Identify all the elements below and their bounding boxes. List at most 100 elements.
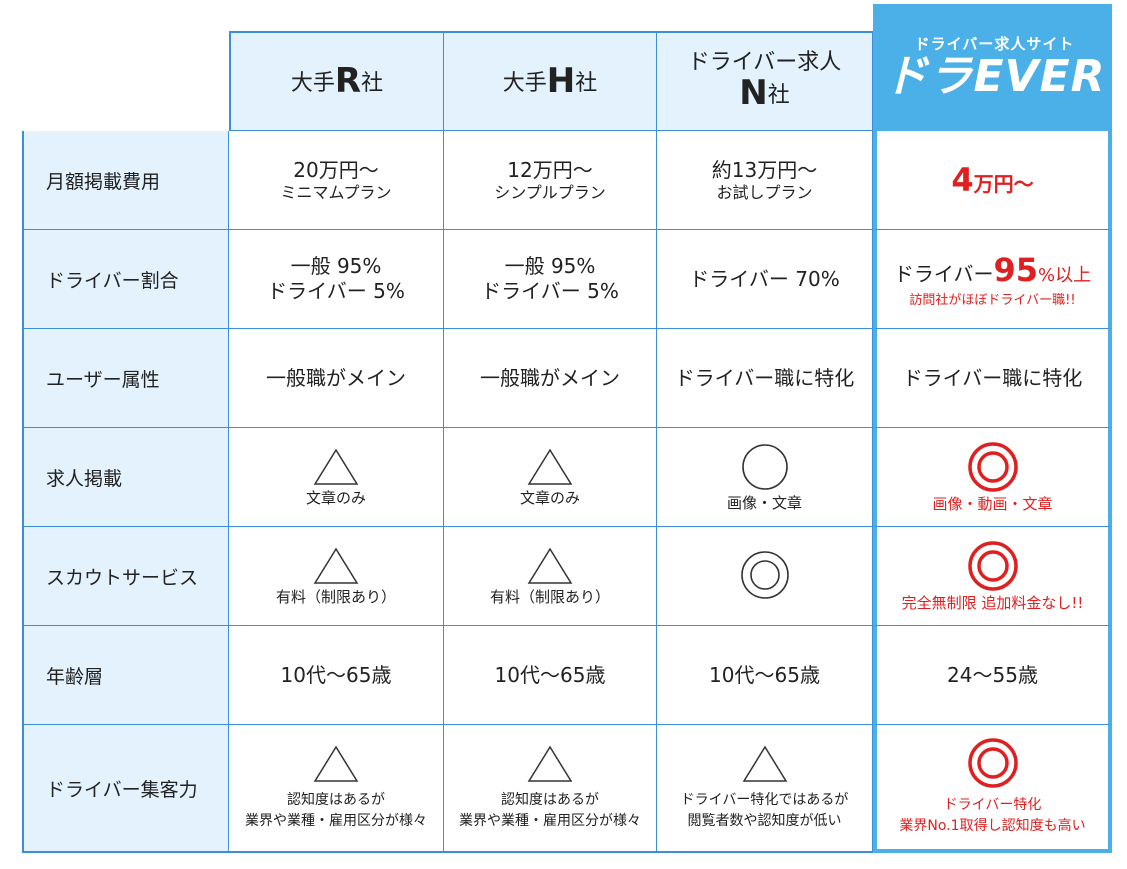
posting-h: 文章のみ (444, 428, 657, 527)
posting-n: 画像・文章 (657, 428, 873, 527)
triangle-icon (312, 447, 360, 487)
ratio-dv-pre: ドライバー (893, 261, 994, 286)
header-h-post: 社 (575, 70, 598, 96)
header-n-post: 社 (767, 82, 790, 108)
double-circle-icon (967, 737, 1019, 789)
age-doraever: 24〜55歳 (873, 626, 1112, 725)
posting-dv-note: 画像・動画・文章 (932, 494, 1053, 513)
double-circle-icon (967, 441, 1019, 493)
triangle-icon (741, 744, 789, 784)
header-doraever: ドライバー求人サイト ドラEVER (873, 4, 1112, 131)
cost-r-sub: ミニマムプラン (280, 182, 392, 202)
ratio-n-line1: ドライバー 70% (689, 266, 840, 291)
posting-doraever: 画像・動画・文章 (873, 428, 1112, 527)
age-n-text: 10代〜65歳 (709, 662, 820, 687)
circle-icon (740, 442, 790, 492)
header-company-h: 大手H社 (444, 31, 657, 131)
header-r-post: 社 (361, 70, 384, 96)
doraever-logo: ドラEVER (883, 51, 1106, 103)
ratio-h: 一般 95% ドライバー 5% (444, 230, 657, 329)
double-circle-icon (967, 540, 1019, 592)
attract-dv-line2: 業界No.1取得し認知度も高い (899, 818, 1086, 834)
cost-r-main: 20万円〜 (293, 157, 379, 182)
comparison-table: 大手R社 大手H社 ドライバー求人 N社 ドライバー求人サイト ドラEVER 月… (22, 4, 1112, 853)
row-label-cost: 月額掲載費用 (22, 131, 229, 230)
age-n: 10代〜65歳 (657, 626, 873, 725)
attract-h-line1: 認知度はあるが (501, 792, 599, 808)
header-h-letter: H (546, 60, 576, 101)
ratio-h-line1: 一般 95% (504, 254, 596, 278)
doraever-tagline: ドライバー求人サイト (914, 35, 1075, 54)
scout-doraever: 完全無制限 追加料金なし!! (873, 527, 1112, 626)
attract-h: 認知度はあるが 業界や業種・雇用区分が様々 (444, 725, 657, 853)
header-n-line1: ドライバー求人 (687, 49, 842, 75)
row-label-attract: ドライバー集客力 (22, 725, 229, 853)
scout-h-note: 有料（制限あり） (489, 587, 610, 606)
row-label-scout: スカウトサービス (22, 527, 229, 626)
user-r-text: 一般職がメイン (266, 365, 406, 390)
attract-dv-line1: ドライバー特化 (943, 797, 1042, 813)
triangle-icon (312, 744, 360, 784)
user-dv-text: ドライバー職に特化 (902, 365, 1083, 390)
scout-h: 有料（制限あり） (444, 527, 657, 626)
triangle-icon (312, 546, 360, 586)
attract-r: 認知度はあるが 業界や業種・雇用区分が様々 (229, 725, 444, 853)
header-company-r: 大手R社 (229, 31, 444, 131)
posting-r: 文章のみ (229, 428, 444, 527)
attract-h-line2: 業界や業種・雇用区分が様々 (459, 813, 641, 829)
cost-h: 12万円〜 シンプルプラン (444, 131, 657, 230)
age-dv-text: 24〜55歳 (947, 662, 1038, 687)
scout-r-note: 有料（制限あり） (275, 587, 396, 606)
cost-n-sub: お試しプラン (716, 182, 813, 202)
cost-dv-unit: 万円〜 (973, 172, 1034, 196)
user-n-text: ドライバー職に特化 (674, 365, 855, 390)
header-r-pre: 大手 (290, 70, 335, 96)
user-n: ドライバー職に特化 (657, 329, 873, 428)
row-label-age: 年齢層 (22, 626, 229, 725)
user-doraever: ドライバー職に特化 (873, 329, 1112, 428)
cost-n-main: 約13万円〜 (711, 157, 818, 182)
posting-h-note: 文章のみ (519, 488, 580, 507)
row-label-user: ユーザー属性 (22, 329, 229, 428)
scout-r: 有料（制限あり） (229, 527, 444, 626)
user-h: 一般職がメイン (444, 329, 657, 428)
header-company-n: ドライバー求人 N社 (657, 31, 873, 131)
attract-r-line2: 業界や業種・雇用区分が様々 (245, 813, 427, 829)
ratio-r-line2: ドライバー 5% (267, 279, 405, 303)
posting-r-note: 文章のみ (305, 488, 366, 507)
ratio-h-line2: ドライバー 5% (481, 279, 619, 303)
ratio-dv-num: 95 (993, 250, 1039, 289)
ratio-r: 一般 95% ドライバー 5% (229, 230, 444, 329)
header-n-letter: N (739, 72, 768, 113)
attract-n-line2: 閲覧者数や認知度が低い (687, 813, 842, 829)
triangle-icon (526, 546, 574, 586)
cost-n: 約13万円〜 お試しプラン (657, 131, 873, 230)
triangle-icon (526, 447, 574, 487)
cost-doraever: 4万円〜 (873, 131, 1112, 230)
scout-n (657, 527, 873, 626)
user-h-text: 一般職がメイン (480, 365, 620, 390)
row-label-posting: 求人掲載 (22, 428, 229, 527)
ratio-dv-post: %以上 (1038, 264, 1092, 286)
scout-dv-note: 完全無制限 追加料金なし!! (901, 593, 1084, 612)
user-r: 一般職がメイン (229, 329, 444, 428)
ratio-dv-note: 訪問社がほぼドライバー職!! (909, 292, 1076, 308)
ratio-r-line1: 一般 95% (290, 254, 382, 278)
attract-r-line1: 認知度はあるが (287, 792, 385, 808)
age-r-text: 10代〜65歳 (280, 662, 392, 687)
ratio-doraever: ドライバー95%以上 訪問社がほぼドライバー職!! (873, 230, 1112, 329)
triangle-icon (526, 744, 574, 784)
header-r-letter: R (334, 60, 362, 101)
ratio-n: ドライバー 70% (657, 230, 873, 329)
age-h-text: 10代〜65歳 (494, 662, 606, 687)
age-r: 10代〜65歳 (229, 626, 444, 725)
age-h: 10代〜65歳 (444, 626, 657, 725)
cost-dv-num: 4 (951, 161, 974, 199)
posting-n-note: 画像・文章 (726, 493, 802, 512)
attract-n: ドライバー特化ではあるが 閲覧者数や認知度が低い (657, 725, 873, 853)
cost-h-main: 12万円〜 (507, 157, 593, 182)
header-h-pre: 大手 (502, 70, 547, 96)
double-circle-icon (739, 549, 791, 601)
cost-r: 20万円〜 ミニマムプラン (229, 131, 444, 230)
table-corner (22, 31, 229, 131)
